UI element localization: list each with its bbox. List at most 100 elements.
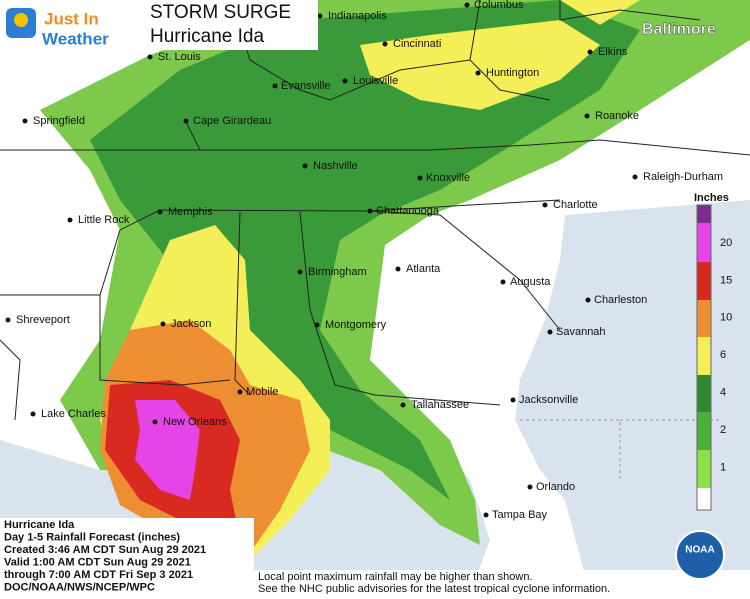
legend-title: Inches <box>694 192 729 204</box>
city-dot <box>632 174 638 180</box>
city-dot <box>475 70 481 76</box>
city: Augusta <box>510 276 551 288</box>
city-dot <box>317 13 323 19</box>
city: Huntington <box>486 67 539 79</box>
rain-2in <box>90 0 640 500</box>
legend-scale <box>696 204 712 511</box>
city-dot <box>547 329 553 335</box>
title-box <box>140 0 318 50</box>
city-dot <box>585 297 591 303</box>
city: Jacksonville <box>519 394 578 406</box>
city-dot <box>297 269 303 275</box>
city: Memphis <box>168 206 213 218</box>
legend-label: 6 <box>720 349 726 361</box>
city: New Orleans <box>163 416 227 428</box>
info-line: through 7:00 AM CDT Fri Sep 3 2021 <box>4 569 193 581</box>
legend-label: 4 <box>720 387 726 399</box>
logo-sun <box>14 13 28 27</box>
city: Cape Girardeau <box>193 115 271 127</box>
legend-swatch <box>697 262 711 300</box>
city: Springfield <box>33 115 85 127</box>
city: Chattanooga <box>376 205 440 217</box>
legend-swatch <box>697 412 711 450</box>
city-dot <box>584 113 590 119</box>
city-dot <box>417 175 423 181</box>
logo-text: Just In <box>44 9 99 28</box>
city-dot <box>400 402 406 408</box>
info-line: Day 1-5 Rainfall Forecast (inches) <box>4 531 180 543</box>
city-dot <box>157 209 163 215</box>
footnote-box <box>254 570 750 594</box>
legend-label: 1 <box>720 461 726 473</box>
city-dot <box>314 322 320 328</box>
city: Raleigh-Durham <box>643 171 723 183</box>
city-dot <box>382 41 388 47</box>
corner-city: Baltimore <box>642 21 716 38</box>
noaa-badge <box>675 530 725 580</box>
legend-swatch <box>697 450 711 488</box>
city: Evansville <box>281 80 331 92</box>
city: Mobile <box>246 386 278 398</box>
city-dot <box>147 54 153 60</box>
atlantic <box>515 200 750 594</box>
city: Cincinnati <box>393 38 441 50</box>
city: Atlanta <box>406 263 441 275</box>
legend-label: 15 <box>720 274 732 286</box>
city: Charleston <box>594 294 647 306</box>
city: Little Rock <box>78 214 130 226</box>
rain-15in <box>135 400 200 500</box>
city: Lake Charles <box>41 408 106 420</box>
noaa-text: NOAA <box>685 545 714 556</box>
city-dot <box>160 321 166 327</box>
borders <box>0 0 750 480</box>
legend-swatch <box>697 223 711 262</box>
city: Roanoke <box>595 110 639 122</box>
legend-label: 10 <box>720 312 732 324</box>
city-dot <box>237 389 243 395</box>
city-dot <box>542 202 548 208</box>
city: Knoxville <box>426 172 470 184</box>
info-line: Created 3:46 AM CDT Sun Aug 29 2021 <box>4 544 206 556</box>
info-line: Valid 1:00 AM CDT Sun Aug 29 2021 <box>4 556 191 568</box>
city: St. Louis <box>158 51 201 63</box>
legend-swatch <box>697 205 711 223</box>
city-dot <box>272 83 278 89</box>
legend-swatch <box>697 300 711 337</box>
city-dot <box>510 397 516 403</box>
city-dot <box>30 411 36 417</box>
city: Tallahassee <box>411 399 469 411</box>
city-dot <box>483 512 489 518</box>
legend-label: 2 <box>720 424 726 436</box>
subtitle: Hurricane Ida <box>150 26 264 47</box>
legend-swatch <box>697 375 711 412</box>
legend-label: 20 <box>720 237 732 249</box>
legend-labels: 20 15 10 6 4 2 1 <box>720 237 732 473</box>
city: Indianapolis <box>328 10 387 22</box>
city-dot <box>367 208 373 214</box>
city-dot <box>500 279 506 285</box>
city-dot <box>5 317 11 323</box>
city-dot <box>342 78 348 84</box>
city-dot <box>527 484 533 490</box>
city-dot <box>67 217 73 223</box>
info-line: Hurricane Ida <box>4 519 75 531</box>
city-labels: Indianapolis Columbus Cincinnati St. Lou… <box>5 0 723 521</box>
legend-swatch <box>697 488 711 510</box>
city: Orlando <box>536 481 575 493</box>
legend-swatch <box>697 337 711 375</box>
logo-text: Weather <box>42 29 109 48</box>
city: Nashville <box>313 160 358 172</box>
city: Columbus <box>474 0 524 11</box>
city-dot <box>587 49 593 55</box>
city: Louisville <box>353 75 398 87</box>
footnote: Local point maximum rainfall may be high… <box>258 571 533 583</box>
city-dot <box>302 163 308 169</box>
city-dot <box>22 118 28 124</box>
city: Jackson <box>171 318 211 330</box>
info-line: DOC/NOAA/NWS/NCEP/WPC <box>4 581 155 593</box>
city: Birmingham <box>308 266 367 278</box>
legend-swatch <box>696 204 712 511</box>
city: Savannah <box>556 326 606 338</box>
